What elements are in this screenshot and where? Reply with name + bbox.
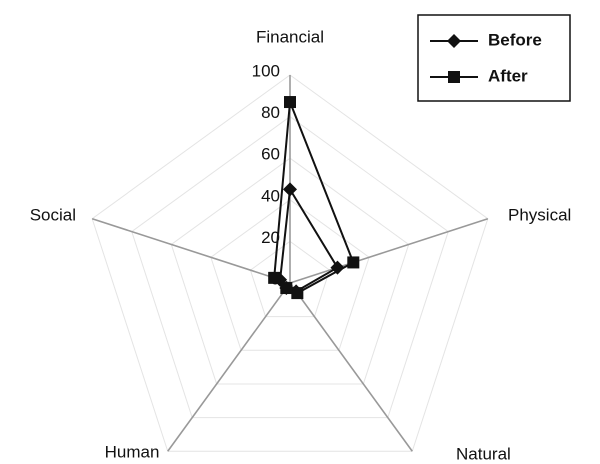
- r-tick-label: 40: [261, 186, 280, 205]
- r-tick-label: 20: [261, 228, 280, 247]
- axis-label: Natural: [456, 444, 511, 463]
- axis-label: Physical: [508, 205, 571, 224]
- axis-label: Financial: [256, 27, 324, 46]
- axis-label: Social: [30, 205, 76, 224]
- axis-line: [289, 217, 489, 284]
- r-tick-label: 60: [261, 145, 280, 164]
- marker: [284, 96, 296, 109]
- axis-line: [91, 217, 291, 284]
- legend-box: [417, 14, 571, 102]
- grid-ring: [210, 199, 370, 351]
- axis-line: [289, 282, 413, 452]
- marker: [283, 182, 297, 197]
- marker: [448, 71, 460, 83]
- marker: [268, 271, 281, 284]
- marker: [447, 34, 461, 48]
- r-tick-label: 100: [252, 61, 280, 80]
- series-line: [273, 101, 355, 295]
- marker: [330, 260, 345, 275]
- r-tick-label: 80: [261, 103, 280, 122]
- legend-label: Before: [488, 30, 542, 49]
- grid-ring: [91, 74, 489, 452]
- grid-ring: [249, 240, 331, 318]
- grid-ring: [170, 157, 410, 385]
- marker: [280, 282, 293, 295]
- legend-label: After: [488, 66, 528, 85]
- axis-line: [167, 282, 291, 452]
- marker: [291, 287, 304, 300]
- marker: [347, 256, 360, 269]
- axis-label: Human: [105, 442, 160, 461]
- grid-ring: [131, 115, 449, 419]
